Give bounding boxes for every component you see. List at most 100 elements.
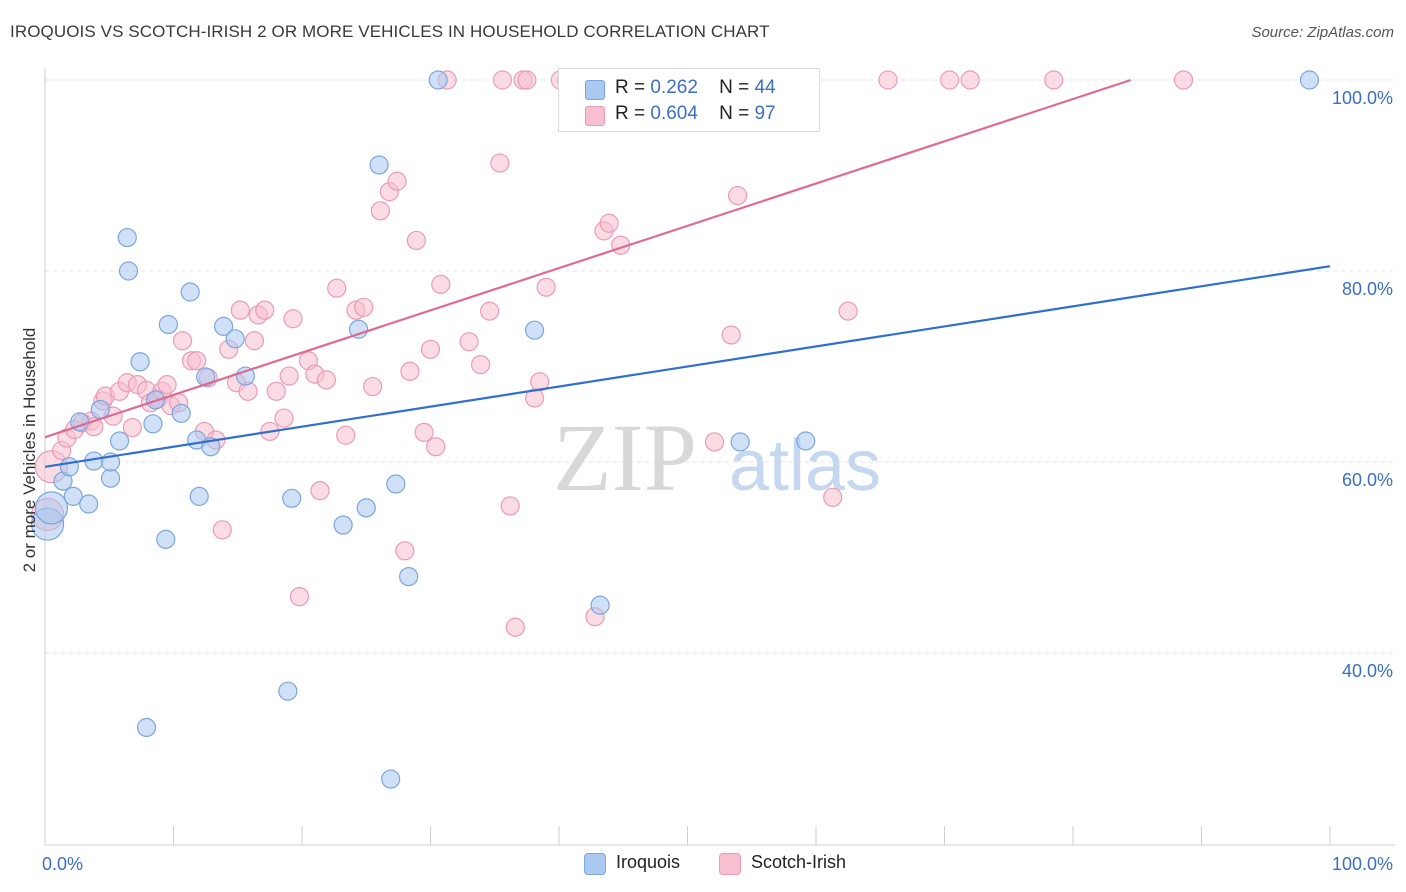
iroquois-point: [428, 70, 448, 90]
bottom-iroquois-label: Iroquois: [616, 852, 681, 872]
iroquois-point: [189, 486, 209, 506]
scotch-irish-point: [122, 418, 142, 438]
scotch-irish-point: [172, 331, 193, 351]
iroquois-point: [399, 566, 419, 587]
scotch-irish-swatch: [585, 106, 605, 126]
scotch-irish-point: [1044, 70, 1064, 90]
scotch-irish-points: [30, 70, 1194, 637]
iroquois-point: [590, 595, 610, 615]
iroquois-point: [63, 486, 83, 506]
scotch-irish-point: [279, 366, 299, 386]
scotch-irish-point: [363, 376, 383, 397]
legend-iroquois-r-value: 0.262: [650, 77, 698, 98]
scotch-irish-point: [255, 300, 275, 320]
iroquois-point: [196, 367, 216, 387]
legend-iroquois-n-value: 44: [754, 77, 776, 98]
iroquois-point: [79, 494, 99, 514]
scotch-irish-point: [370, 201, 390, 221]
scotch-irish-point: [400, 361, 420, 381]
iroquois-swatch: [585, 80, 605, 100]
iroquois-point: [730, 432, 750, 452]
iroquois-point: [1299, 70, 1320, 90]
scotch-irish-point: [459, 332, 479, 352]
scotch-irish-point: [960, 70, 980, 90]
scotch-irish-point: [704, 432, 725, 452]
x-tick-label: 100.0%: [1332, 854, 1393, 874]
iroquois-point: [171, 403, 191, 423]
y-axis-label: 2 or more Vehicles in Household: [20, 327, 39, 573]
scotch-irish-point: [431, 274, 451, 294]
scotch-irish-point: [187, 351, 207, 371]
trend-lines: [44, 78, 1331, 468]
iroquois-point: [117, 227, 137, 248]
scotch-irish-point: [492, 70, 513, 90]
iroquois-point: [282, 488, 302, 508]
scotch-irish-point: [244, 331, 265, 351]
scotch-irish-point: [940, 70, 960, 90]
iroquois-point: [180, 282, 200, 302]
scotch-irish-point: [536, 277, 556, 297]
iroquois-point: [381, 769, 401, 789]
iroquois-point: [333, 515, 353, 535]
bottom-iroquois-swatch: [584, 853, 606, 875]
bottom-scotch-swatch: [719, 853, 741, 875]
scotch-irish-point: [500, 496, 520, 516]
scotch-irish-point: [490, 153, 510, 173]
chart-title: IROQUOIS VS SCOTCH-IRISH 2 OR MORE VEHIC…: [10, 22, 770, 41]
scotch-irish-point: [420, 339, 441, 359]
scotch-irish-point: [599, 213, 619, 233]
iroquois-point: [214, 316, 234, 336]
iroquois-point: [348, 319, 369, 339]
scotch-irish-point: [316, 370, 337, 390]
iroquois-point: [524, 320, 545, 340]
scotch-irish-point: [327, 278, 347, 298]
iroquois-point: [118, 261, 139, 281]
scotch-irish-point: [878, 70, 898, 90]
scotch-irish-trend-line: [44, 78, 1132, 439]
y-tick-label: 80.0%: [1342, 279, 1393, 299]
scotch-irish-point: [336, 425, 356, 445]
source-label: Source: ZipAtlas.com: [1251, 24, 1394, 41]
scotch-irish-point: [157, 375, 177, 395]
scotch-irish-point: [310, 481, 330, 501]
legend-scotch-n-label: N =: [719, 103, 750, 124]
iroquois-point: [156, 529, 176, 549]
iroquois-point: [356, 498, 376, 518]
y-tick-label: 100.0%: [1332, 88, 1393, 108]
scotch-irish-point: [721, 325, 741, 345]
legend-iroquois-n-label: N =: [719, 77, 750, 98]
scotch-irish-point: [414, 422, 434, 442]
scotch-irish-point: [230, 300, 250, 320]
iroquois-point: [143, 414, 163, 434]
scotch-irish-point: [838, 301, 858, 321]
scotch-irish-point: [289, 587, 310, 607]
iroquois-point: [225, 329, 245, 349]
legend-scotch-r-value: 0.604: [650, 103, 698, 124]
iroquois-point: [136, 717, 157, 738]
scotch-irish-point: [1173, 70, 1194, 90]
scotch-irish-point: [387, 171, 407, 191]
iroquois-point: [158, 314, 178, 335]
gridlines: [45, 79, 1395, 654]
iroquois-point: [235, 366, 256, 386]
iroquois-point: [34, 491, 69, 525]
legend-scotch-r-label: R =: [615, 103, 646, 124]
iroquois-point: [386, 474, 406, 494]
scotch-irish-point: [480, 301, 500, 321]
iroquois-point: [59, 457, 80, 477]
legend-scotch-n-value: 97: [754, 103, 776, 124]
axes: [44, 68, 1395, 846]
scotch-irish-point: [426, 437, 446, 457]
scotch-irish-point: [517, 70, 537, 90]
scotch-irish-point: [505, 617, 525, 637]
scotch-irish-point: [266, 381, 286, 401]
scotch-irish-point: [283, 309, 303, 329]
iroquois-point: [369, 155, 389, 175]
x-tick-label: 0.0%: [42, 854, 83, 874]
scotch-irish-point: [212, 520, 232, 540]
iroquois-point: [100, 468, 121, 488]
y-tick-label: 60.0%: [1342, 470, 1393, 490]
y-tick-label: 40.0%: [1342, 661, 1393, 681]
scotch-irish-point: [274, 408, 294, 428]
